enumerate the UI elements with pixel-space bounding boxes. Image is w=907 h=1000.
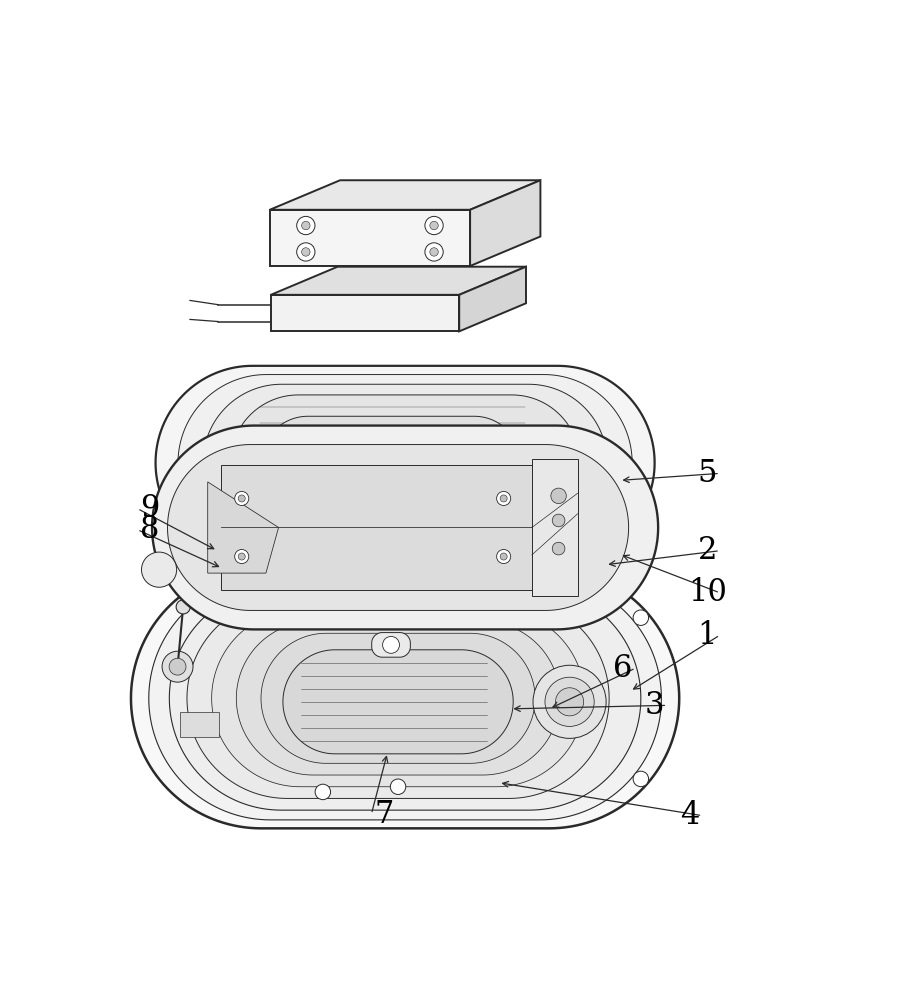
Polygon shape (230, 395, 580, 531)
Polygon shape (152, 426, 658, 629)
Circle shape (633, 610, 649, 625)
Circle shape (430, 221, 438, 230)
Polygon shape (269, 180, 541, 210)
Circle shape (176, 600, 190, 614)
Circle shape (315, 784, 330, 800)
Circle shape (424, 216, 444, 235)
Polygon shape (180, 712, 219, 737)
Polygon shape (261, 633, 535, 763)
Circle shape (543, 480, 574, 511)
Text: 7: 7 (375, 799, 394, 830)
Text: 10: 10 (688, 577, 727, 608)
Polygon shape (187, 598, 610, 798)
Circle shape (302, 248, 310, 256)
Circle shape (533, 665, 606, 738)
Circle shape (500, 553, 507, 560)
Circle shape (563, 446, 597, 480)
Text: 6: 6 (613, 653, 633, 684)
Circle shape (500, 495, 507, 502)
Circle shape (545, 677, 594, 726)
Polygon shape (278, 426, 503, 500)
Polygon shape (131, 568, 679, 828)
Polygon shape (211, 610, 584, 787)
Polygon shape (168, 445, 629, 610)
Circle shape (235, 491, 249, 505)
Polygon shape (203, 384, 607, 541)
Circle shape (302, 221, 310, 230)
Text: 9: 9 (141, 493, 160, 524)
Circle shape (546, 536, 571, 561)
Circle shape (551, 488, 566, 504)
Polygon shape (178, 375, 632, 551)
Circle shape (552, 514, 565, 527)
Polygon shape (470, 180, 541, 266)
Circle shape (297, 243, 315, 261)
Polygon shape (149, 577, 661, 820)
Circle shape (555, 688, 583, 716)
Circle shape (297, 216, 315, 235)
Circle shape (169, 658, 186, 675)
Polygon shape (283, 650, 513, 754)
Text: 4: 4 (680, 800, 699, 831)
Circle shape (239, 495, 245, 502)
Polygon shape (271, 295, 459, 331)
Text: 5: 5 (697, 458, 717, 489)
Circle shape (239, 553, 245, 560)
Polygon shape (156, 366, 655, 560)
Circle shape (633, 771, 649, 787)
Polygon shape (237, 622, 560, 775)
Polygon shape (261, 416, 521, 509)
Polygon shape (269, 210, 470, 266)
Circle shape (497, 491, 511, 505)
Polygon shape (459, 267, 526, 331)
Text: 1: 1 (697, 620, 717, 651)
Polygon shape (208, 482, 278, 573)
Circle shape (546, 508, 571, 533)
Polygon shape (372, 633, 410, 657)
Circle shape (383, 636, 399, 653)
Circle shape (430, 248, 438, 256)
Circle shape (141, 552, 177, 587)
Text: 8: 8 (141, 514, 160, 545)
Polygon shape (271, 267, 526, 295)
Circle shape (552, 542, 565, 555)
Polygon shape (170, 586, 641, 810)
Circle shape (162, 651, 193, 682)
Polygon shape (532, 459, 578, 596)
Circle shape (551, 435, 608, 491)
Circle shape (424, 243, 444, 261)
Text: 3: 3 (645, 690, 664, 721)
Circle shape (497, 549, 511, 564)
Circle shape (235, 549, 249, 564)
Circle shape (390, 779, 405, 794)
Text: 2: 2 (697, 535, 717, 566)
Polygon shape (220, 465, 539, 590)
